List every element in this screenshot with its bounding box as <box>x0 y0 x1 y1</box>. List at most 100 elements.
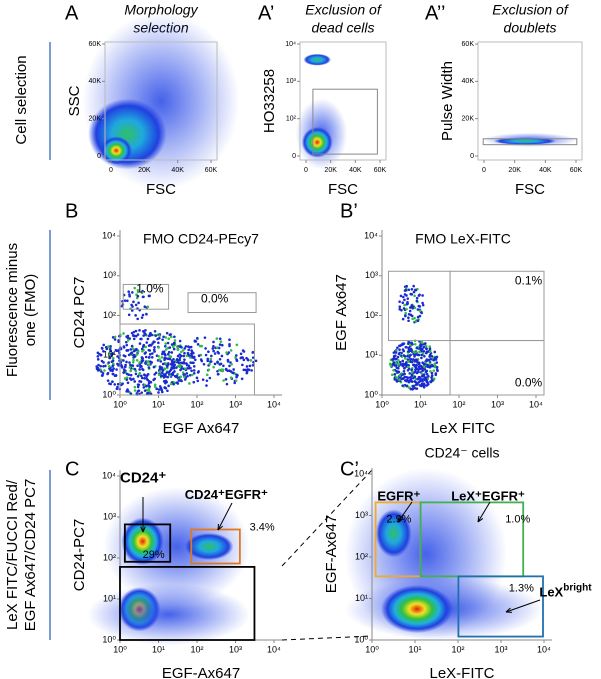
event-dot <box>127 353 131 357</box>
event-dot <box>193 358 197 362</box>
event-dot <box>408 372 412 375</box>
x-tick-label: 0 <box>109 167 113 174</box>
event-dot <box>176 348 180 351</box>
event-dot <box>422 349 426 353</box>
event-dot <box>241 356 244 359</box>
event-dot <box>403 298 406 302</box>
x-axis-label: FSC <box>328 181 358 198</box>
x-tick-label: 60K <box>570 167 583 174</box>
event-dot <box>141 345 145 348</box>
event-dot <box>186 367 189 370</box>
event-dot <box>171 371 175 374</box>
event-dot <box>153 345 156 349</box>
event-dot <box>429 350 432 353</box>
population-label: LeXbright <box>539 582 592 600</box>
event-dot <box>149 331 152 335</box>
event-dot <box>433 362 437 366</box>
event-dot <box>158 365 162 369</box>
density <box>87 583 250 646</box>
event-dot <box>190 369 193 373</box>
event-dot <box>394 357 398 361</box>
event-dot <box>129 392 133 395</box>
event-dot <box>405 384 409 388</box>
y-tick-label: 60K <box>89 41 102 48</box>
event-dot <box>131 360 135 364</box>
event-dot <box>102 343 106 347</box>
event-dot <box>126 299 129 303</box>
event-dot <box>228 344 231 348</box>
event-dot <box>245 370 249 374</box>
density <box>100 136 132 165</box>
event-dot <box>412 284 415 288</box>
event-dot <box>167 337 170 340</box>
event-dot <box>213 362 217 366</box>
event-dot <box>96 355 100 358</box>
y-axis-label: SSC <box>66 85 83 116</box>
y-tick-label: 40K <box>462 78 475 85</box>
event-dot <box>164 386 168 390</box>
y-tick-label: 10² <box>103 552 116 562</box>
event-dot <box>145 384 148 388</box>
y-tick-label: 40K <box>89 78 102 85</box>
arrow-head <box>505 607 513 613</box>
event-dot <box>133 380 136 383</box>
event-dot <box>136 317 139 321</box>
event-dot <box>402 369 406 373</box>
event-dot <box>407 316 410 319</box>
event-dot <box>149 360 152 363</box>
event-dot <box>125 376 129 379</box>
event-dot <box>132 347 135 351</box>
event-dot <box>407 346 411 350</box>
event-dot <box>207 368 211 372</box>
event-dot <box>424 342 427 345</box>
event-dot <box>131 364 135 367</box>
event-dot <box>419 344 423 348</box>
event-dot <box>166 357 170 361</box>
event-dot <box>420 356 423 360</box>
event-dot <box>250 369 253 372</box>
event-dot <box>394 362 398 365</box>
event-dot <box>242 358 246 362</box>
event-dot <box>129 364 133 367</box>
event-dot <box>404 288 408 292</box>
x-tick-label: 40K <box>349 167 362 174</box>
event-dot <box>168 333 172 337</box>
event-dot <box>423 362 426 366</box>
event-dot <box>217 372 220 376</box>
event-dot <box>140 359 144 363</box>
event-dot <box>97 368 101 372</box>
event-dot <box>107 345 110 348</box>
event-dot <box>426 365 429 369</box>
panel-letter: B <box>65 200 78 222</box>
event-dot <box>132 337 136 341</box>
event-dot <box>212 365 215 369</box>
x-tick-label: 20K <box>508 167 521 174</box>
event-dot <box>248 364 252 368</box>
event-dot <box>108 356 112 360</box>
event-dot <box>163 352 167 356</box>
y-axis-label: EGF Ax647 <box>333 274 350 351</box>
x-tick-label: 10² <box>451 644 464 654</box>
y-tick-label: 10⁰ <box>364 389 378 399</box>
event-dot <box>222 379 225 382</box>
event-dot <box>152 340 156 343</box>
event-dot <box>415 363 419 367</box>
x-axis-label: EGF-Ax647 <box>162 665 240 679</box>
event-dot <box>164 344 167 348</box>
event-dot <box>164 381 167 385</box>
label-superscript: bright <box>563 582 592 593</box>
panel: A’’ Exclusion of doublets 0 20K 40K 60K 0 20K 40K… <box>425 2 583 198</box>
x-axis-label: LeX FITC <box>431 420 495 437</box>
event-dot <box>101 372 105 375</box>
event-dot <box>249 359 253 362</box>
event-dot <box>228 364 231 368</box>
event-dot <box>142 386 146 389</box>
event-dot <box>197 354 201 357</box>
panel: A’ Exclusion of dead cells 0 10² 10³ 10⁴ 0 20K 40… <box>258 2 387 198</box>
event-dot <box>205 373 209 377</box>
y-axis-label: CD24-PC7 <box>71 519 88 592</box>
event-dot <box>432 358 435 362</box>
event-dot <box>126 349 130 352</box>
event-dot <box>407 288 411 292</box>
x-tick-label: 10³ <box>491 399 504 409</box>
